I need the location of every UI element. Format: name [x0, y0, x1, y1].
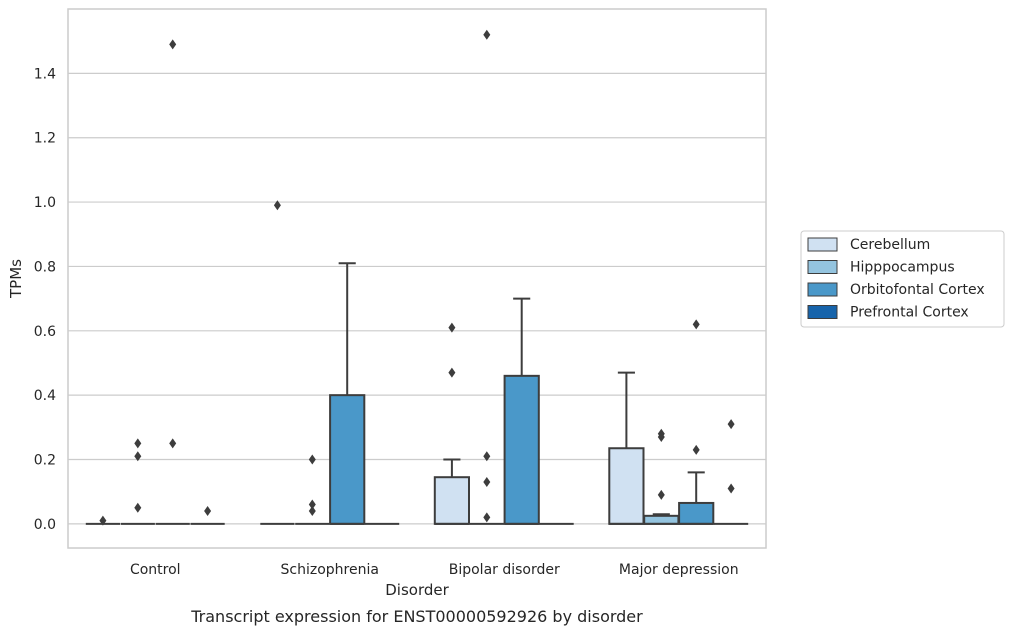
outlier-point — [134, 451, 142, 462]
outlier-point — [692, 319, 700, 330]
box — [678, 501, 715, 525]
box-2-1 — [469, 29, 504, 525]
box-0-2 — [155, 39, 190, 525]
x-axis-label: Disorder — [385, 581, 449, 599]
box-series — [85, 29, 749, 526]
outlier-point — [727, 419, 735, 430]
box-1-2 — [329, 262, 366, 525]
box — [433, 476, 471, 525]
legend-frame — [800, 230, 1005, 328]
y-tick-label: 1.2 — [34, 131, 56, 147]
outlier-point — [308, 454, 316, 465]
legend-swatch — [807, 260, 838, 274]
y-axis-label: TPMs — [7, 259, 25, 299]
outlier-point — [657, 489, 665, 500]
outlier-point — [483, 451, 491, 462]
x-tick-label: Control — [130, 562, 181, 578]
y-tick-label: 0.8 — [34, 259, 56, 275]
y-tick-label: 0.2 — [34, 453, 56, 469]
box-1-0 — [260, 200, 295, 525]
legend-swatch — [807, 282, 838, 297]
box-0-0 — [85, 515, 121, 526]
y-tick-label: 0.0 — [34, 517, 56, 533]
y-tick-label: 0.4 — [34, 388, 56, 404]
box — [608, 447, 645, 525]
y-tick-label: 1.4 — [34, 66, 56, 82]
legend-swatch — [807, 305, 838, 319]
outlier-point — [727, 483, 735, 494]
legend-swatch — [807, 237, 838, 252]
outlier-point — [134, 438, 142, 449]
outlier-point — [308, 505, 316, 516]
outlier-point — [483, 29, 491, 40]
legend-label: Cerebellum — [850, 237, 930, 253]
legend-label: Orbitofontal Cortex — [850, 282, 985, 298]
outlier-point — [134, 502, 142, 513]
y-tick-label: 0.6 — [34, 324, 56, 340]
outlier-point — [483, 512, 491, 523]
outlier-point — [448, 322, 456, 333]
outlier-point — [448, 367, 456, 378]
box — [329, 394, 366, 525]
box-3-1 — [643, 428, 680, 525]
chart-caption: Transcript expression for ENST0000059292… — [190, 607, 643, 626]
outlier-point — [483, 477, 491, 488]
outlier-point — [204, 505, 212, 516]
box — [503, 374, 540, 525]
box-0-1 — [120, 438, 155, 525]
box-3-3 — [713, 419, 749, 525]
y-tick-label: 1.0 — [34, 195, 56, 211]
y-tick-labels: 0.0 0.2 0.4 0.6 0.8 1.0 1.2 1.4 — [34, 66, 56, 533]
outlier-point — [99, 515, 107, 526]
box — [643, 514, 680, 525]
outlier-point — [169, 39, 177, 50]
x-tick-labels: Control Schizophrenia Bipolar disorder Majo… — [130, 562, 739, 578]
box-0-3 — [190, 505, 225, 525]
outlier-point — [169, 438, 177, 449]
x-tick-label: Major depression — [619, 562, 739, 578]
box-2-0 — [433, 322, 471, 525]
grid-lines — [68, 72, 766, 525]
outlier-point — [692, 444, 700, 455]
legend-label: Prefrontal Cortex — [850, 305, 969, 321]
outlier-point — [657, 428, 665, 439]
outlier-point — [273, 200, 281, 211]
box-1-1 — [295, 454, 330, 525]
box-2-2 — [503, 297, 540, 525]
x-tick-label: Bipolar disorder — [449, 562, 560, 578]
plot-area-frame — [67, 8, 767, 549]
legend-label: Hipppocampus — [850, 260, 955, 276]
legend: Cerebellum Hipppocampus Orbitofontal Corte… — [800, 230, 1005, 328]
box-3-0 — [608, 371, 645, 525]
outlier-point — [308, 499, 316, 510]
x-tick-label: Schizophrenia — [281, 562, 379, 578]
box-3-2 — [678, 319, 715, 525]
